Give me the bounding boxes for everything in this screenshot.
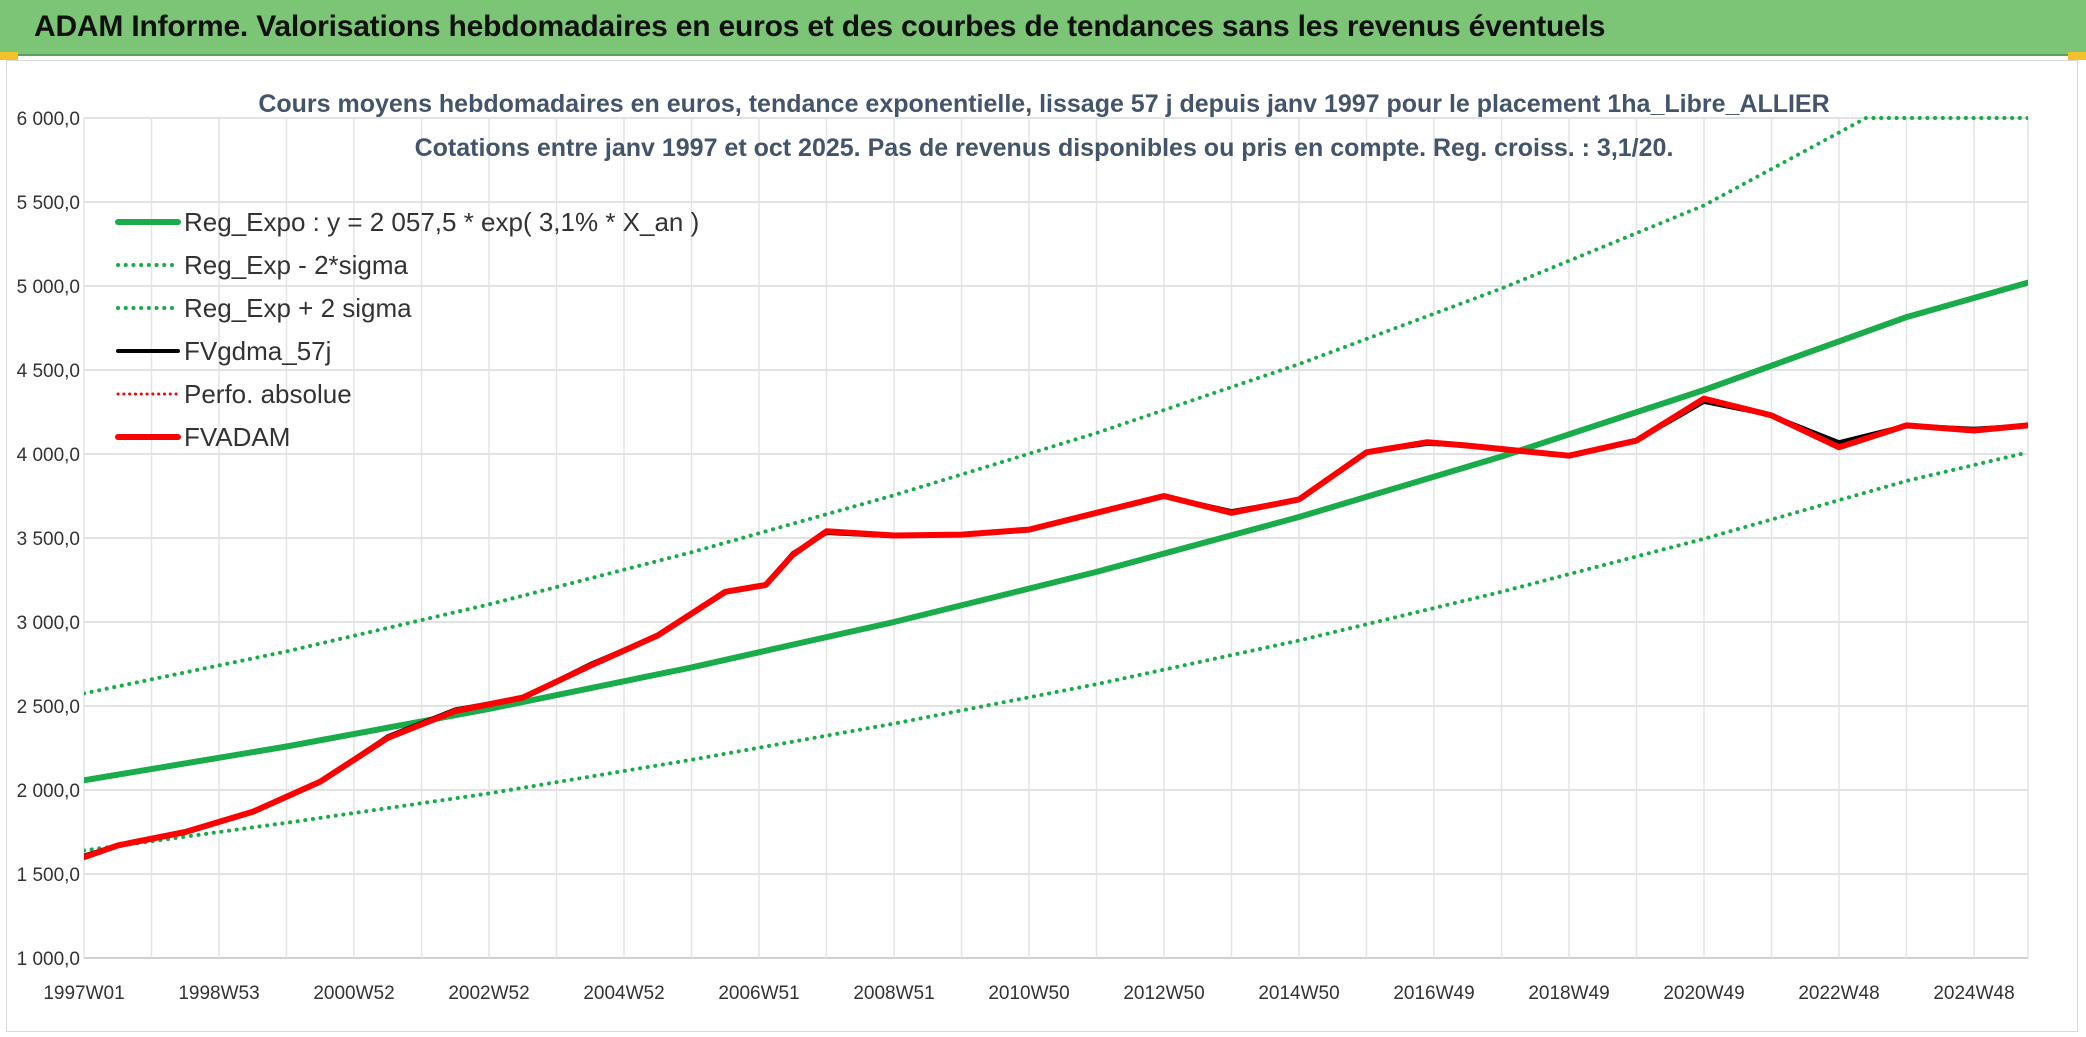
banner-title: ADAM Informe. Valorisations hebdomadaire… (34, 10, 1606, 43)
y-tick-label: 4 500,0 (17, 361, 80, 382)
y-tick-label: 5 000,0 (17, 277, 80, 298)
x-tick-label: 2022W48 (1798, 983, 1879, 1004)
y-tick-label: 1 500,0 (17, 865, 80, 886)
x-tick-label: 2000W52 (313, 983, 394, 1004)
legend-label-5: FVADAM (184, 422, 290, 452)
chart-title: Cours moyens hebdomadaires en euros, ten… (258, 90, 1829, 118)
y-tick-label: 3 500,0 (17, 529, 80, 550)
x-tick-label: 2004W52 (583, 983, 664, 1004)
chart-subtitle: Cotations entre janv 1997 et oct 2025. P… (415, 134, 1674, 162)
corner-marker-right (2068, 52, 2086, 60)
x-tick-label: 2016W49 (1393, 983, 1474, 1004)
legend-label-1: Reg_Exp - 2*sigma (184, 250, 409, 280)
legend-label-2: Reg_Exp + 2 sigma (184, 293, 412, 323)
series-line-3 (84, 399, 2028, 858)
x-tick-label: 1998W53 (178, 983, 259, 1004)
y-tick-label: 5 500,0 (17, 193, 80, 214)
y-tick-label: 2 500,0 (17, 697, 80, 718)
corner-marker-left (0, 52, 18, 60)
x-tick-label: 2002W52 (448, 983, 529, 1004)
x-tick-label: 2008W51 (853, 983, 934, 1004)
y-tick-label: 6 000,0 (17, 109, 80, 130)
y-tick-label: 1 000,0 (17, 949, 80, 970)
legend-label-3: FVgdma_57j (184, 336, 331, 366)
series-line-5 (84, 395, 2028, 861)
x-tick-label: 2018W49 (1528, 983, 1609, 1004)
x-tick-label: 2006W51 (718, 983, 799, 1004)
x-tick-label: 2014W50 (1258, 983, 1339, 1004)
x-tick-label: 2010W50 (988, 983, 1069, 1004)
x-tick-label: 2012W50 (1123, 983, 1204, 1004)
series-line-1 (84, 450, 2028, 853)
y-tick-label: 2 000,0 (17, 781, 80, 802)
series-line-2 (84, 116, 2028, 696)
y-tick-label: 4 000,0 (17, 445, 80, 466)
legend-label-0: Reg_Expo : y = 2 057,5 * exp( 3,1% * X_a… (184, 207, 699, 237)
legend-label-4: Perfo. absolue (184, 379, 352, 409)
y-tick-label: 3 000,0 (17, 613, 80, 634)
chart-frame (6, 60, 2078, 1032)
x-tick-label: 1997W01 (43, 983, 124, 1004)
banner: ADAM Informe. Valorisations hebdomadaire… (0, 0, 2086, 56)
x-tick-label: 2020W49 (1663, 983, 1744, 1004)
x-tick-label: 2024W48 (1933, 983, 2014, 1004)
